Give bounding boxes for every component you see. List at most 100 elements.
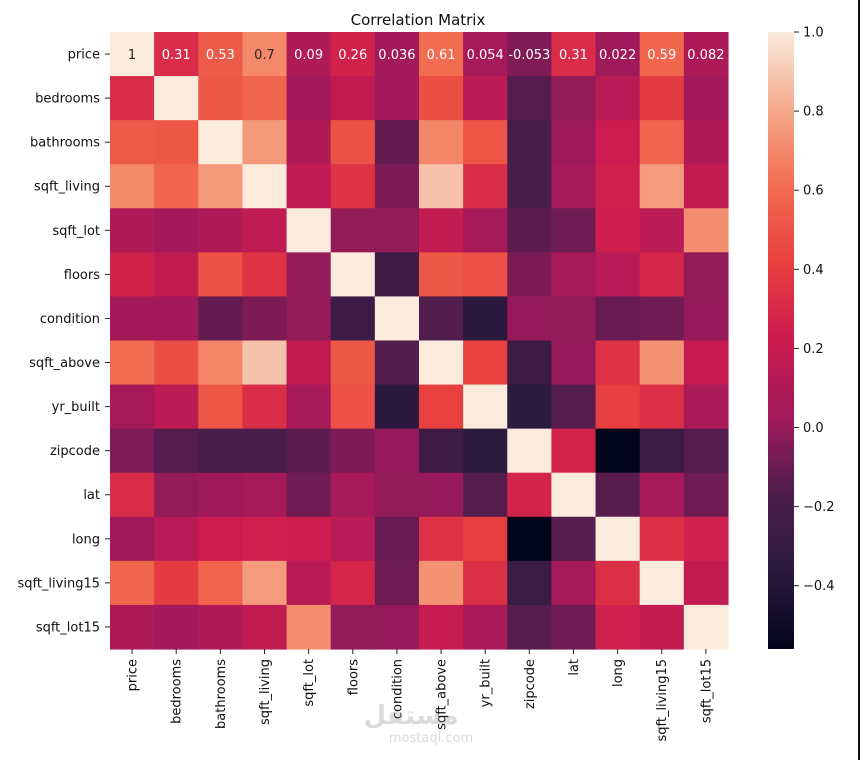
x-tick-label: condition	[390, 659, 405, 719]
heatmap-cell	[418, 428, 464, 474]
heatmap-cell	[507, 296, 552, 342]
heatmap-cell	[330, 296, 376, 342]
heatmap-cell	[154, 516, 199, 562]
y-tick-label: lat	[83, 488, 100, 503]
heatmap-cell	[507, 560, 552, 606]
heatmap-cell	[110, 516, 155, 562]
heatmap-cell	[286, 472, 332, 518]
x-axis-labels: price bedrooms bathrooms sqft_living sqft_lo…	[126, 648, 714, 742]
heatmap-cell	[286, 560, 332, 606]
cell-annotation: 0.26	[338, 48, 367, 63]
heatmap-cell	[639, 516, 685, 562]
heatmap-cell	[154, 208, 199, 253]
heatmap-cell	[551, 340, 597, 386]
heatmap-cell	[507, 164, 552, 209]
heatmap-cell	[418, 472, 464, 518]
heatmap-cell	[154, 604, 199, 650]
heatmap-cell	[595, 516, 641, 562]
watermark: مستقل mostaql.com	[363, 701, 473, 746]
heatmap-cell	[683, 252, 729, 298]
heatmap-cell	[639, 340, 685, 386]
colorbar-tick-label: 0.0	[803, 421, 824, 436]
heatmap-cell	[110, 428, 155, 474]
x-tick-label: sqft_lot15	[699, 659, 714, 723]
heatmap-cell	[507, 472, 552, 518]
heatmap-cell	[242, 384, 288, 430]
y-tick-label: condition	[40, 312, 100, 327]
x-tick-label: lat	[567, 659, 582, 676]
y-tick-label: yr_built	[52, 400, 100, 415]
heatmap-cell	[286, 340, 332, 386]
heatmap-cell	[463, 76, 508, 121]
cell-annotation: 0.53	[206, 48, 235, 63]
heatmap-cell	[507, 252, 552, 298]
heatmap-cell	[110, 32, 155, 77]
cell-annotation: 0.31	[559, 48, 588, 63]
heatmap-cell	[683, 340, 729, 386]
heatmap-cell	[198, 164, 244, 209]
heatmap-cell	[595, 252, 641, 298]
heatmap-cell	[463, 516, 508, 562]
heatmap-cell	[110, 296, 155, 342]
heatmap-cell	[330, 472, 376, 518]
heatmap-cell	[242, 164, 288, 209]
heatmap-cell	[639, 296, 685, 342]
heatmap-cell	[154, 560, 199, 606]
heatmap-cell	[198, 472, 244, 518]
heatmap-cell	[418, 208, 464, 253]
heatmap-cell	[551, 76, 597, 121]
cell-annotations: 1 0.31 0.53 0.7 0.09 0.26 0.036 0.61 0.054 -0.053…	[128, 48, 725, 63]
heatmap-cell	[595, 384, 641, 430]
heatmap-cell	[463, 164, 508, 209]
heatmap-cell	[242, 560, 288, 606]
heatmap-cell	[374, 472, 420, 518]
heatmap-cell	[551, 472, 597, 518]
heatmap-cell	[242, 296, 288, 342]
heatmap-cell	[551, 384, 597, 430]
heatmap-cell	[374, 164, 420, 209]
cell-annotation: 1	[128, 48, 136, 63]
y-axis-labels: price bedrooms bathrooms sqft_living sqft_lo…	[17, 48, 110, 635]
heatmap-cell	[639, 560, 685, 606]
heatmap-cell	[639, 472, 685, 518]
y-tick-label: sqft_lot15	[36, 620, 100, 635]
heatmap-cell	[551, 120, 597, 165]
heatmap-cell	[374, 384, 420, 430]
heatmap-cell	[198, 384, 244, 430]
heatmap-cell	[198, 76, 244, 121]
heatmap-cell	[507, 604, 552, 650]
heatmap-cell	[330, 164, 376, 209]
y-tick-label: sqft_above	[29, 356, 100, 371]
heatmap-cell	[286, 296, 332, 342]
heatmap-cell	[683, 32, 729, 77]
y-tick-label: floors	[64, 268, 100, 283]
heatmap-cell	[330, 604, 376, 650]
heatmap-cell	[374, 516, 420, 562]
heatmap-cell	[595, 164, 641, 209]
heatmap-cell	[595, 32, 641, 77]
heatmap-cell	[330, 428, 376, 474]
heatmap-cell	[286, 76, 332, 121]
y-tick-label: long	[72, 532, 100, 547]
heatmap-cell	[683, 560, 729, 606]
heatmap-cell	[507, 120, 552, 165]
heatmap-cell	[110, 340, 155, 386]
colorbar-tick-label: 0.4	[803, 263, 824, 278]
watermark-arabic: مستقل	[363, 701, 458, 731]
chart-title: Correlation Matrix	[351, 11, 486, 29]
heatmap-cell	[286, 384, 332, 430]
heatmap-cell	[683, 384, 729, 430]
heatmap-cell	[463, 208, 508, 253]
heatmap-cell	[418, 32, 464, 77]
cell-annotation: 0.61	[427, 48, 456, 63]
heatmap-cell	[374, 560, 420, 606]
heatmap-cell	[551, 32, 597, 77]
heatmap-cell	[418, 516, 464, 562]
heatmap-cell	[242, 428, 288, 474]
heatmap-cell	[418, 76, 464, 121]
heatmap-cell	[374, 252, 420, 298]
heatmap-cell	[198, 340, 244, 386]
cell-annotation: 0.082	[687, 48, 724, 63]
heatmap-cell	[595, 472, 641, 518]
